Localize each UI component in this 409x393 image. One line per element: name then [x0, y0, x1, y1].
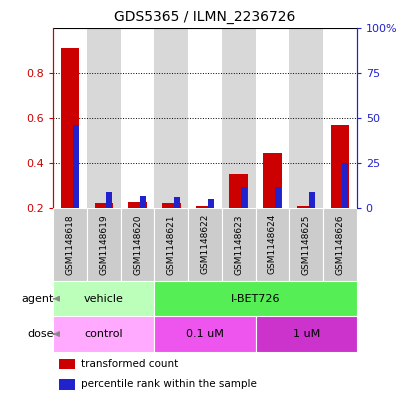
Bar	[154, 316, 255, 352]
Text: percentile rank within the sample: percentile rank within the sample	[81, 379, 256, 389]
Text: GSM1148621: GSM1148621	[166, 214, 175, 275]
Bar	[87, 28, 120, 208]
Bar	[296, 206, 315, 208]
Bar	[162, 203, 180, 208]
Text: GSM1148618: GSM1148618	[65, 214, 74, 275]
Text: GSM1148626: GSM1148626	[335, 214, 344, 275]
Bar	[342, 163, 348, 208]
Bar	[72, 125, 79, 208]
Bar	[59, 379, 74, 390]
Text: dose: dose	[27, 329, 54, 339]
Bar	[53, 208, 87, 281]
Text: vehicle: vehicle	[84, 294, 124, 304]
Text: 0.1 uM: 0.1 uM	[186, 329, 223, 339]
Bar	[120, 208, 154, 281]
Text: agent: agent	[21, 294, 54, 304]
Bar	[289, 208, 322, 281]
Bar	[207, 199, 213, 208]
Text: GSM1148619: GSM1148619	[99, 214, 108, 275]
Text: I-BET726: I-BET726	[230, 294, 280, 304]
Bar	[322, 208, 356, 281]
Bar	[106, 192, 112, 208]
Bar	[195, 206, 214, 208]
Text: control: control	[84, 329, 123, 339]
Bar	[240, 187, 247, 208]
Bar	[229, 174, 247, 208]
Text: GSM1148624: GSM1148624	[267, 214, 276, 274]
Bar	[188, 28, 221, 208]
Bar	[308, 192, 314, 208]
Bar	[94, 203, 113, 208]
Bar	[255, 208, 289, 281]
Bar	[154, 28, 188, 208]
Bar	[221, 208, 255, 281]
Bar	[53, 316, 154, 352]
Bar	[173, 197, 180, 208]
Bar	[255, 316, 356, 352]
Bar	[154, 208, 188, 281]
Bar	[188, 208, 221, 281]
Bar	[221, 28, 255, 208]
Text: transformed count: transformed count	[81, 359, 178, 369]
Title: GDS5365 / ILMN_2236726: GDS5365 / ILMN_2236726	[114, 10, 295, 24]
Text: GSM1148623: GSM1148623	[234, 214, 243, 275]
Bar	[120, 28, 154, 208]
Bar	[53, 28, 87, 208]
Bar	[59, 359, 74, 369]
Text: 1 uM: 1 uM	[292, 329, 319, 339]
Bar	[322, 28, 356, 208]
Bar	[53, 281, 154, 316]
Bar	[263, 153, 281, 208]
Bar	[274, 187, 280, 208]
Bar	[61, 48, 79, 208]
Bar	[330, 125, 348, 208]
Text: GSM1148622: GSM1148622	[200, 214, 209, 274]
Bar	[255, 28, 289, 208]
Bar	[154, 281, 356, 316]
Bar	[140, 196, 146, 208]
Text: GSM1148620: GSM1148620	[133, 214, 142, 275]
Bar	[87, 208, 120, 281]
Bar	[289, 28, 322, 208]
Bar	[128, 202, 146, 208]
Text: GSM1148625: GSM1148625	[301, 214, 310, 275]
